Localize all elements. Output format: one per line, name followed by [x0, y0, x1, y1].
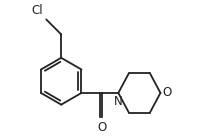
Text: O: O — [97, 121, 106, 134]
Text: O: O — [162, 86, 171, 99]
Text: N: N — [114, 95, 123, 108]
Text: Cl: Cl — [32, 4, 43, 17]
